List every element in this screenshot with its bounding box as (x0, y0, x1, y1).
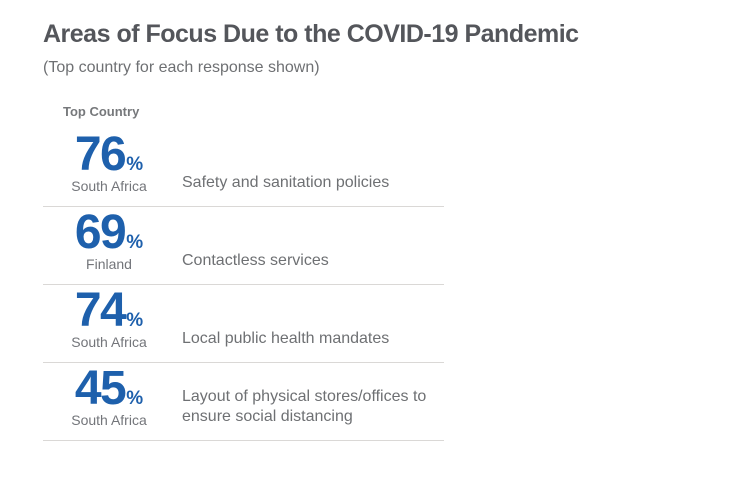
percent-number: 74 (74, 284, 127, 338)
percent-value: 45% (43, 365, 175, 413)
response-label: Safety and sanitation policies (182, 174, 390, 192)
percent-number: 69 (74, 206, 127, 260)
percent-number: 45 (74, 362, 127, 416)
stat-block: 45% South Africa (43, 365, 175, 428)
focus-row-mandates: 74% South Africa Local public health man… (43, 285, 444, 364)
focus-row-contactless: 69% Finland Contactless services (43, 207, 444, 286)
page-subtitle: (Top country for each response shown) (43, 59, 320, 76)
focus-row-safety: 76% South Africa Safety and sanitation p… (43, 120, 444, 208)
percent-value: 76% (43, 131, 175, 179)
response-label: Local public health mandates (182, 330, 390, 348)
percent-value: 69% (43, 209, 175, 257)
focus-rows: 76% South Africa Safety and sanitation p… (43, 120, 444, 442)
page-title: Areas of Focus Due to the COVID-19 Pande… (43, 20, 579, 48)
country-label: South Africa (71, 177, 147, 194)
percent-value: 74% (43, 287, 175, 335)
country-label: South Africa (71, 411, 147, 428)
stat-block: 69% Finland (43, 209, 175, 272)
percent-sign: % (126, 388, 144, 410)
country-label: South Africa (71, 333, 147, 350)
response-label: Layout of physical stores/offices to ens… (182, 388, 427, 426)
percent-sign: % (126, 232, 144, 254)
percent-sign: % (126, 310, 144, 332)
stat-block: 74% South Africa (43, 287, 175, 350)
response-label: Contactless services (182, 252, 329, 270)
country-label: Finland (86, 255, 132, 272)
stat-block: 76% South Africa (43, 131, 175, 194)
top-country-column-label: Top Country (63, 104, 140, 120)
percent-sign: % (126, 154, 144, 176)
percent-number: 76 (74, 128, 127, 182)
focus-row-layout: 45% South Africa Layout of physical stor… (43, 363, 444, 442)
